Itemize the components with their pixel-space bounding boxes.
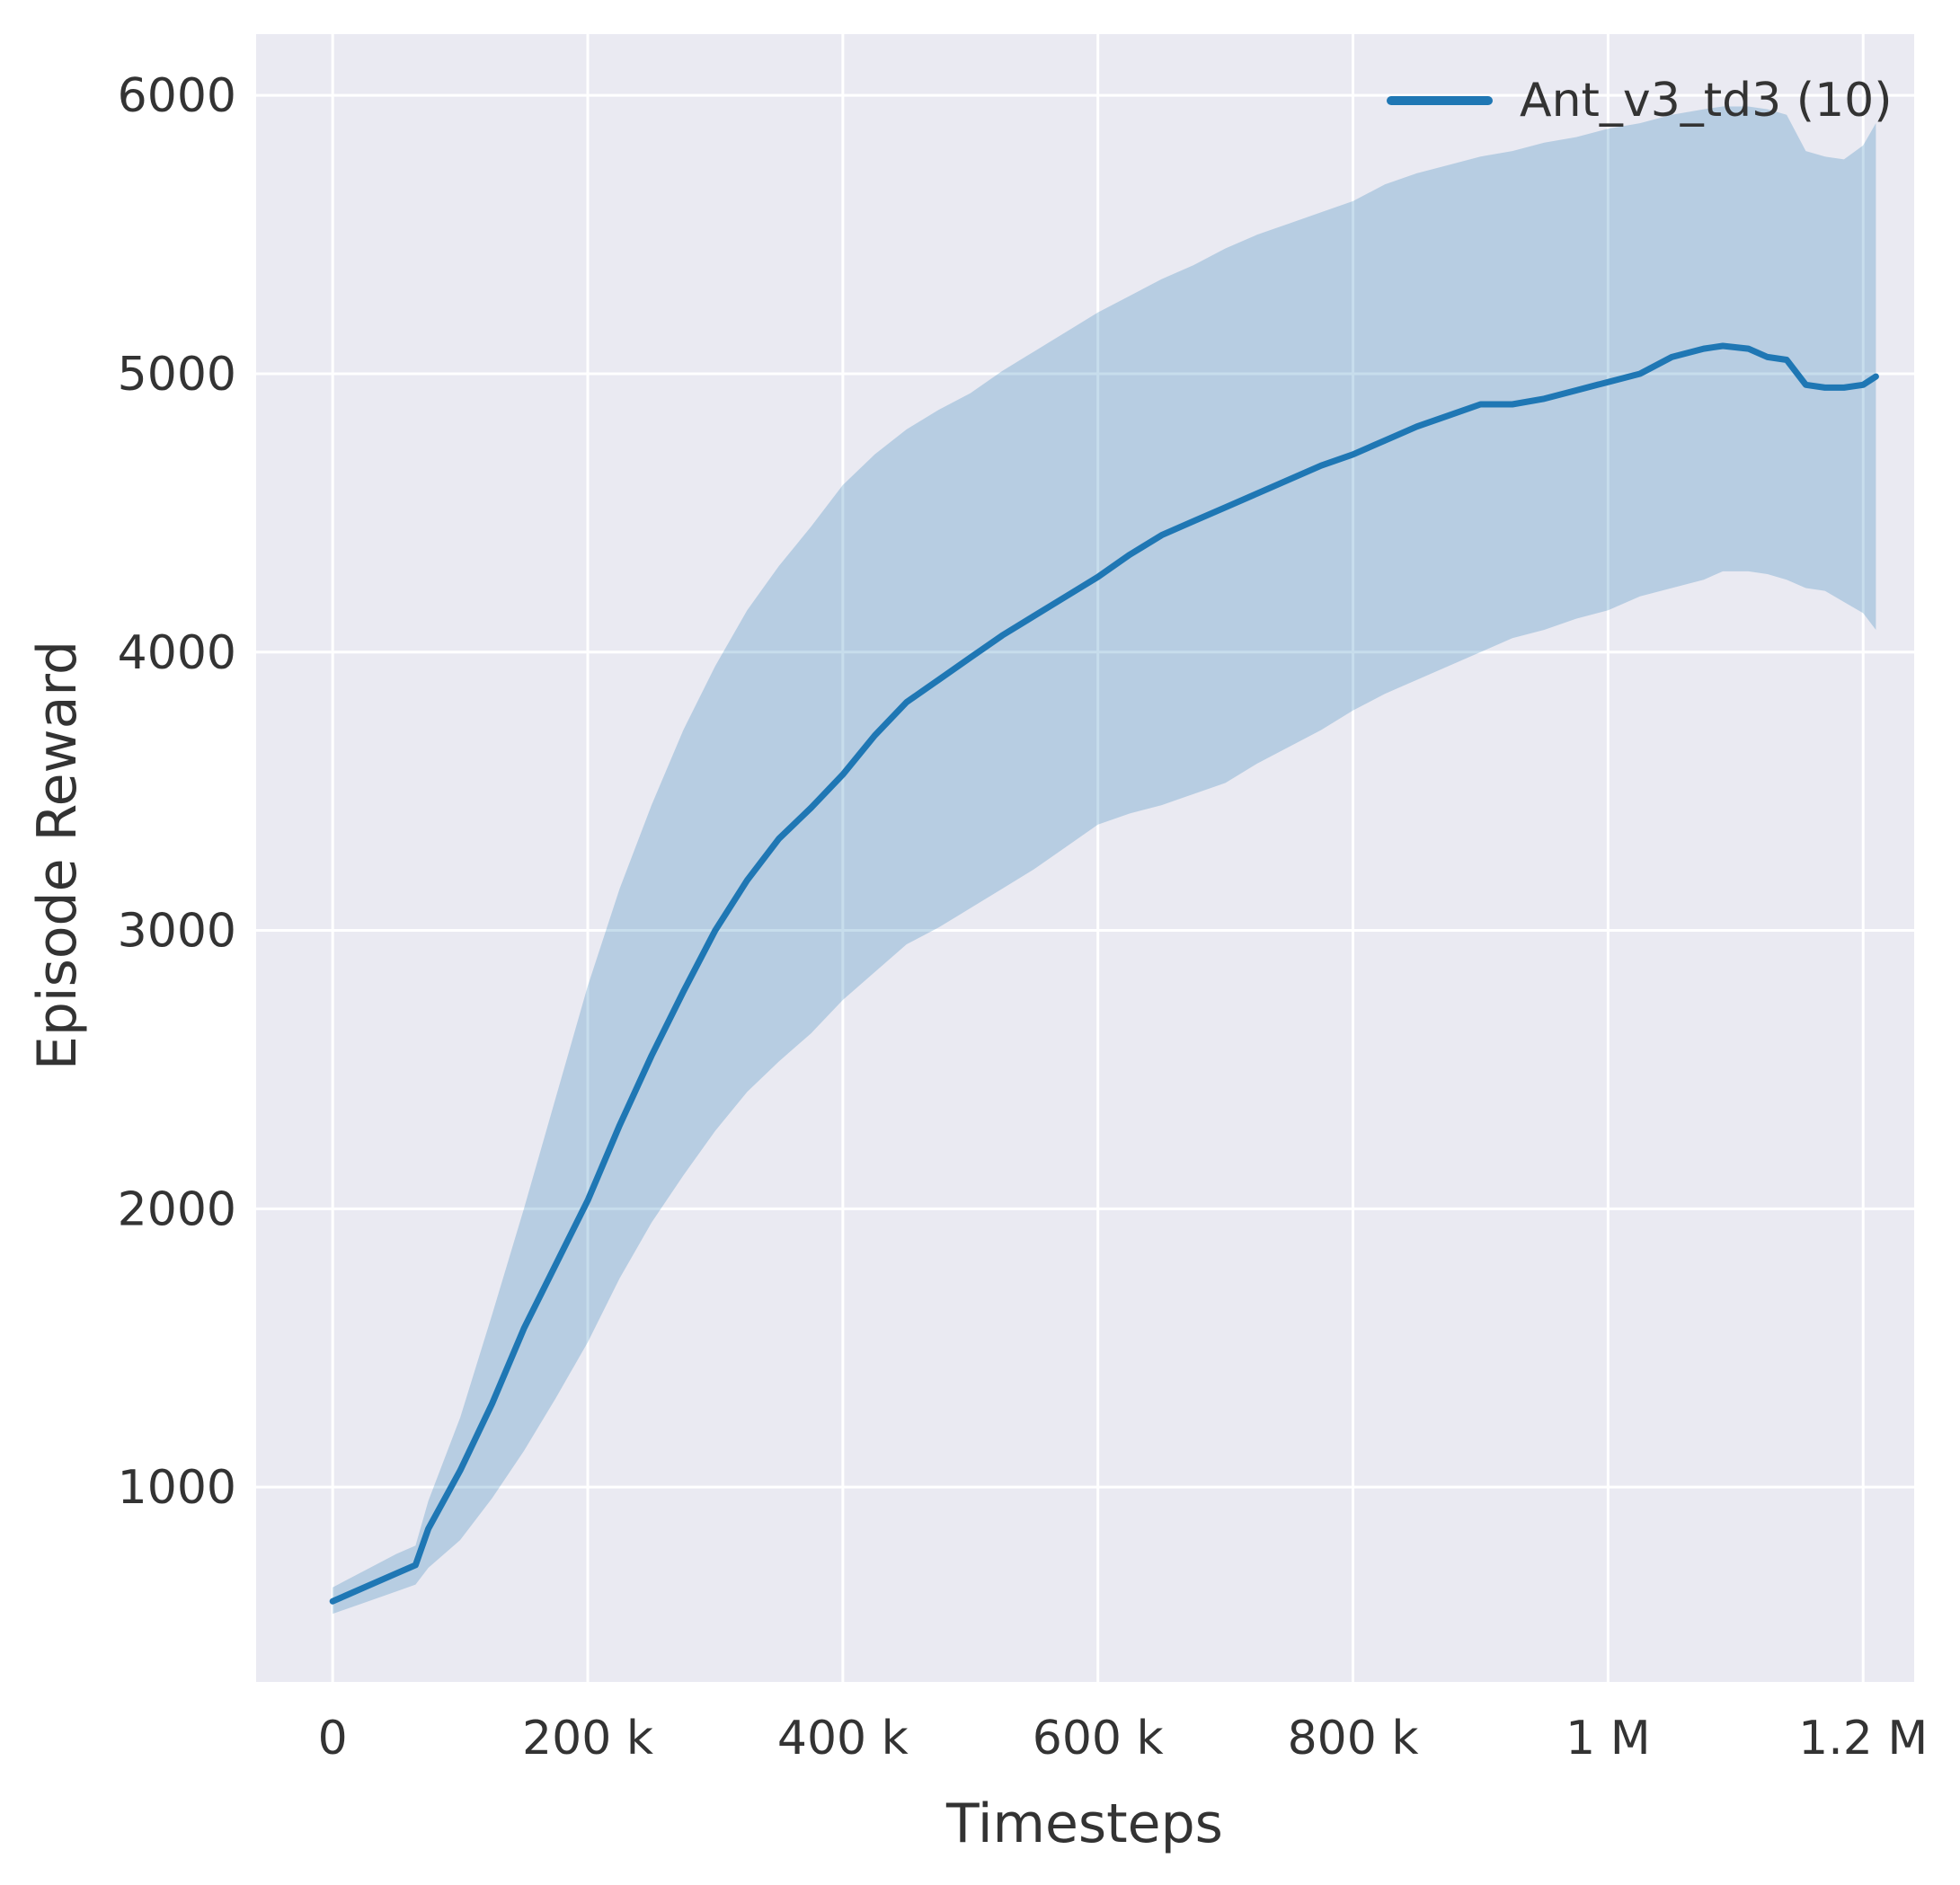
x-tick-label: 600 k: [1033, 1712, 1164, 1766]
x-tick-label: 400 k: [777, 1712, 909, 1766]
confidence-band: [333, 106, 1876, 1615]
legend-line-swatch: [1387, 96, 1493, 105]
y-axis-label: Episode Reward: [26, 640, 89, 1071]
mean-line: [329, 342, 1879, 1605]
y-tick-label: 2000: [118, 1182, 236, 1236]
legend-label: Ant_v3_td3 (10): [1520, 74, 1893, 128]
y-tick-label: 4000: [118, 626, 236, 680]
y-tick-label: 3000: [118, 905, 236, 959]
legend: Ant_v3_td3 (10): [1387, 74, 1893, 128]
x-tick-label: 200 k: [522, 1712, 653, 1766]
x-tick-label: 1 M: [1565, 1712, 1650, 1766]
x-tick-label: 0: [318, 1712, 348, 1766]
axes-background: [256, 34, 1914, 1682]
x-tick-label: 800 k: [1288, 1712, 1419, 1766]
y-tick-label: 6000: [118, 69, 236, 123]
x-axis-label: Timesteps: [946, 1792, 1223, 1855]
x-tick-label: 1.2 M: [1798, 1712, 1928, 1766]
y-tick-label: 5000: [118, 348, 236, 402]
y-tick-label: 1000: [118, 1461, 236, 1515]
